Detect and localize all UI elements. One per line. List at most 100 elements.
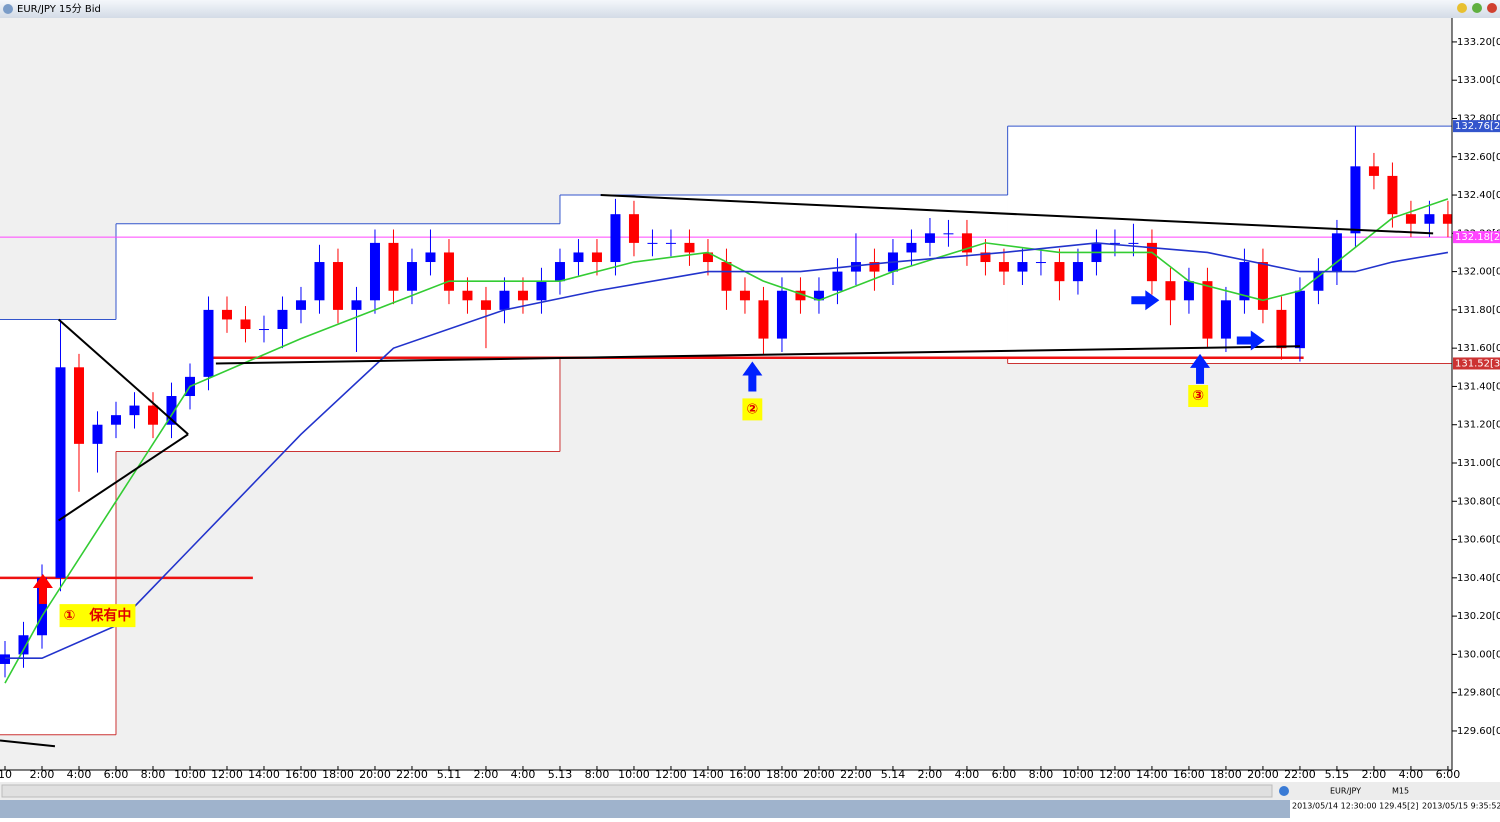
- candle-body: [1128, 242, 1139, 244]
- candle-body: [850, 262, 861, 272]
- candle-body: [1054, 262, 1065, 282]
- candle-body: [388, 242, 399, 291]
- price-label: 131.52[3: [1455, 358, 1500, 369]
- candle-body: [573, 252, 584, 263]
- candle-body: [906, 242, 917, 253]
- candle-body: [536, 281, 547, 301]
- y-tick-label: 130.20[0: [1457, 611, 1500, 622]
- x-tick-label: 16:00: [1173, 768, 1205, 781]
- candle-body: [1220, 300, 1231, 339]
- candle-body: [758, 300, 769, 339]
- candle-body: [1239, 262, 1250, 301]
- candle-body: [721, 262, 732, 291]
- x-tick-label: 10: [0, 768, 12, 781]
- x-tick-label: 16:00: [285, 768, 317, 781]
- price-label: 132.18[2: [1455, 232, 1500, 243]
- clock: 2013/05/15 9:35:52: [1422, 802, 1500, 811]
- scrollbar[interactable]: [1, 784, 1273, 798]
- y-tick-label: 130.60[0: [1457, 535, 1500, 546]
- y-tick-label: 131.60[0: [1457, 343, 1500, 354]
- x-tick-label: 6:00: [1436, 768, 1461, 781]
- candle-body: [980, 252, 991, 263]
- candle-body: [813, 290, 824, 301]
- taskbar: [0, 800, 1290, 818]
- y-tick-label: 131.20[0: [1457, 420, 1500, 431]
- candle-body: [1331, 233, 1342, 272]
- y-axis-panel: [1452, 18, 1500, 780]
- y-tick-label: 131.80[0: [1457, 305, 1500, 316]
- candle-body: [684, 242, 695, 253]
- maximize-button[interactable]: [1472, 3, 1482, 13]
- trendline: [0, 739, 56, 748]
- arrow: [1190, 353, 1211, 384]
- x-tick-label: 5.13: [548, 768, 573, 781]
- y-tick-label: 131.40[0: [1457, 381, 1500, 392]
- x-tick-label: 12:00: [655, 768, 687, 781]
- x-tick-label: 10:00: [1062, 768, 1094, 781]
- candle-body: [55, 367, 66, 578]
- arrow: [742, 361, 763, 392]
- candle-body: [1350, 166, 1361, 234]
- x-tick-label: 8:00: [585, 768, 610, 781]
- candle-body: [147, 405, 158, 425]
- x-tick-label: 4:00: [955, 768, 980, 781]
- candle-body: [554, 262, 565, 282]
- y-tick-label: 131.00[0: [1457, 458, 1500, 469]
- annotation-box: [1188, 385, 1209, 408]
- candle-body: [591, 252, 602, 263]
- candle-body: [1313, 271, 1324, 291]
- trendline: [215, 345, 1300, 365]
- x-tick-label: 6:00: [992, 768, 1017, 781]
- x-tick-label: 10:00: [174, 768, 206, 781]
- x-tick-label: 2:00: [918, 768, 943, 781]
- candle-body: [1387, 175, 1398, 215]
- plot: ① 保有中 ② ③: [0, 125, 1453, 748]
- candle-body: [295, 300, 306, 310]
- candle-body: [1017, 262, 1028, 272]
- candle-body: [277, 309, 288, 330]
- candle-body: [1109, 242, 1120, 244]
- arrow: [1131, 290, 1160, 311]
- candle-body: [924, 233, 935, 243]
- price-label-box: [1453, 120, 1500, 133]
- x-tick-label: 20:00: [359, 768, 391, 781]
- candle-body: [18, 635, 29, 655]
- price-label: 132.76[2: [1455, 121, 1500, 132]
- candle-body: [998, 262, 1009, 272]
- scroll-thumb[interactable]: [1279, 786, 1289, 796]
- trendline: [600, 194, 1434, 235]
- period-selector[interactable]: M15: [1392, 787, 1409, 796]
- y-tick-label: 130.00[0: [1457, 649, 1500, 660]
- trendline: [58, 433, 189, 522]
- x-tick-label: 8:00: [1029, 768, 1054, 781]
- x-tick-label: 5.15: [1325, 768, 1350, 781]
- candle-body: [0, 654, 10, 664]
- x-tick-label: 20:00: [803, 768, 835, 781]
- candle-body: [369, 242, 380, 301]
- candle-body: [166, 396, 177, 425]
- candle-body: [943, 233, 954, 235]
- candle-body: [517, 290, 528, 301]
- candle-body: [1035, 262, 1046, 264]
- candle-body: [258, 329, 269, 331]
- x-tick-label: 18:00: [766, 768, 798, 781]
- x-tick-label: 22:00: [840, 768, 872, 781]
- candle-body: [665, 242, 676, 244]
- candle-body: [647, 242, 658, 244]
- candle-body: [1424, 214, 1435, 224]
- x-tick-label: 14:00: [248, 768, 280, 781]
- candle-body: [406, 262, 417, 291]
- candle-body: [628, 214, 639, 243]
- candle-body: [795, 290, 806, 301]
- x-tick-label: 18:00: [322, 768, 354, 781]
- x-tick-label: 4:00: [67, 768, 92, 781]
- symbol-selector[interactable]: EUR/JPY: [1330, 787, 1361, 796]
- x-tick-label: 10:00: [618, 768, 650, 781]
- y-tick-label: 132.00[0: [1457, 267, 1500, 278]
- close-button[interactable]: [1487, 3, 1497, 13]
- candle-body: [1276, 309, 1287, 349]
- candle-body: [1294, 290, 1305, 349]
- minimize-button[interactable]: [1457, 3, 1467, 13]
- x-tick-label: 14:00: [692, 768, 724, 781]
- x-tick-label: 2:00: [474, 768, 499, 781]
